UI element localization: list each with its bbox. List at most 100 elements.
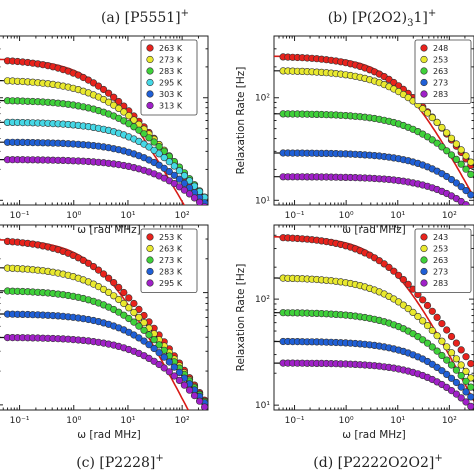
- legend-label: 283: [433, 90, 448, 99]
- data-point: [462, 353, 470, 361]
- data-point: [452, 378, 461, 387]
- data-point: [130, 123, 138, 131]
- data-point: [409, 308, 417, 317]
- legend-marker: [146, 44, 154, 52]
- data-point: [433, 313, 441, 322]
- data-point: [175, 175, 183, 183]
- x-tick-label: 10⁰: [339, 416, 354, 426]
- legend-marker: [146, 78, 154, 87]
- data-point: [452, 140, 461, 148]
- legend-label: 263: [433, 256, 448, 265]
- data-point: [104, 89, 113, 97]
- data-point: [140, 130, 148, 138]
- panel-c: 10⁻¹ 10⁰ 10¹ 10² ω [rad MHz] 253 K 263 K 273 K 2…: [0, 224, 209, 441]
- legend-label: 253: [433, 56, 448, 65]
- legend-marker: [146, 233, 154, 241]
- legend-label: 313 K: [159, 102, 183, 111]
- y-tick-label: 10²: [255, 94, 270, 104]
- data-point: [428, 307, 436, 315]
- data-point: [196, 397, 204, 405]
- panel-a: 10⁻¹ 10⁰ 10¹ 10² ω [rad MHz] 263 K 273 K 283 K 2…: [0, 35, 209, 236]
- data-point: [423, 109, 432, 117]
- data-point: [110, 292, 118, 300]
- panel-b-title: (b) [P(2O2)31]+: [328, 8, 437, 29]
- data-point: [452, 179, 461, 187]
- data-point: [145, 341, 153, 349]
- data-point: [135, 334, 143, 342]
- data-point: [125, 304, 133, 312]
- legend-box: [414, 39, 472, 104]
- legend-label: 253: [433, 245, 448, 254]
- data-point: [399, 301, 408, 309]
- data-point: [467, 360, 474, 368]
- legend-marker: [146, 55, 154, 64]
- data-point: [180, 381, 188, 389]
- data-point: [135, 313, 143, 322]
- data-point: [170, 363, 178, 371]
- data-point: [452, 339, 461, 347]
- legend-marker: [420, 78, 428, 87]
- data-point: [201, 403, 208, 410]
- data-point: [443, 343, 451, 351]
- plot-area: [0, 57, 208, 205]
- data-point: [115, 97, 123, 106]
- legend-label: 263 K: [159, 245, 183, 254]
- legend-label: 295 K: [159, 79, 183, 88]
- data-point: [462, 377, 470, 385]
- legend-label: 248: [433, 44, 448, 53]
- data-point: [447, 176, 456, 184]
- data-point: [433, 118, 441, 126]
- x-tick-label: 10⁰: [66, 211, 81, 221]
- data-point: [452, 355, 461, 363]
- data-point: [462, 201, 470, 205]
- data-point: [115, 283, 123, 292]
- legend-label: 263 K: [159, 44, 183, 53]
- data-point: [165, 158, 173, 166]
- data-point: [457, 372, 465, 380]
- x-tick-label: 10⁻¹: [285, 416, 305, 426]
- legend-marker: [420, 267, 428, 276]
- data-point: [110, 101, 118, 109]
- data-point: [443, 356, 451, 364]
- data-point: [423, 339, 432, 347]
- data-point: [165, 358, 173, 366]
- data-point: [180, 186, 188, 194]
- x-tick-label: 10⁰: [339, 211, 354, 221]
- x-tick-label: 10⁰: [66, 416, 81, 426]
- data-point: [110, 93, 118, 101]
- data-point: [125, 314, 133, 323]
- y-tick-label: 10¹: [255, 196, 270, 206]
- panel-a-title: (a) [P5551]+: [101, 8, 189, 26]
- data-point: [390, 267, 398, 275]
- data-point: [140, 337, 148, 345]
- data-point: [190, 194, 199, 202]
- data-point: [170, 372, 178, 380]
- legend-label: 303 K: [159, 90, 183, 99]
- data-point: [120, 311, 128, 319]
- legend-marker: [146, 90, 154, 98]
- legend-label: 273: [433, 79, 448, 88]
- legend-marker: [146, 256, 154, 264]
- data-point: [423, 322, 432, 330]
- data-point: [438, 337, 446, 345]
- data-point: [150, 146, 158, 154]
- data-point: [467, 170, 474, 178]
- legend-label: 273 K: [159, 256, 183, 265]
- legend-label: 283 K: [159, 268, 183, 277]
- x-tick-label: 10²: [175, 416, 190, 426]
- data-point: [150, 336, 158, 344]
- data-point: [433, 332, 441, 340]
- x-tick-label: 10¹: [120, 416, 135, 426]
- data-point: [419, 296, 427, 304]
- legend-marker: [420, 44, 428, 52]
- data-point: [438, 123, 446, 132]
- x-tick-label: 10⁻¹: [285, 211, 305, 221]
- data-point: [467, 191, 474, 199]
- x-tick-label: 10²: [442, 211, 457, 221]
- data-point: [201, 203, 208, 205]
- x-axis-label: ω [rad MHz]: [342, 224, 406, 236]
- plot-area: [274, 53, 474, 205]
- data-point: [457, 346, 465, 354]
- data-point: [165, 368, 173, 376]
